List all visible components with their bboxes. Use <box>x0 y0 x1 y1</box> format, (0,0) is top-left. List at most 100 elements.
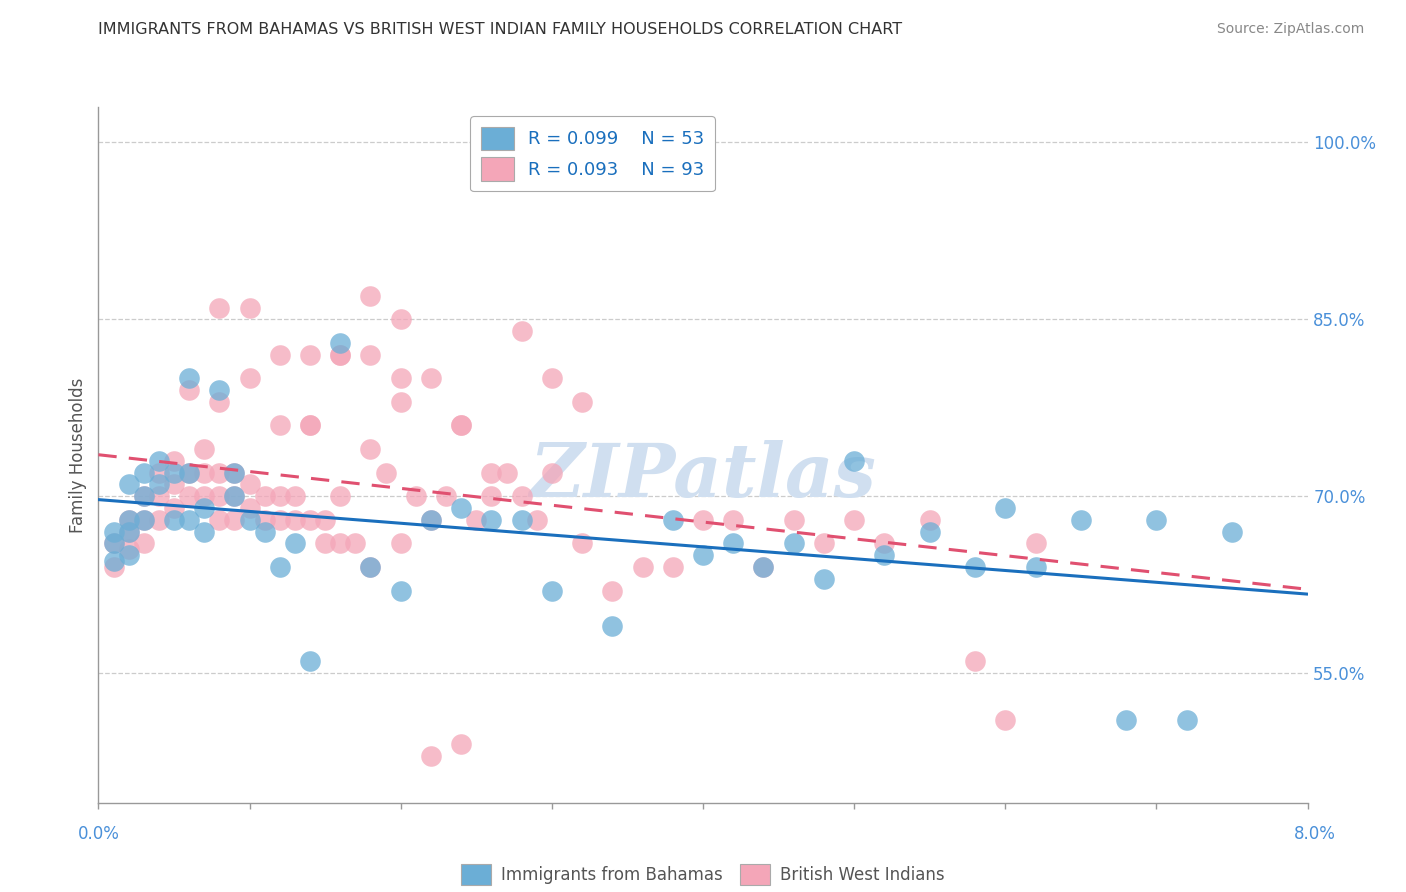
Point <box>239 513 262 527</box>
Point <box>450 418 472 433</box>
Point <box>571 536 593 550</box>
Text: ZIPatlas: ZIPatlas <box>530 440 876 512</box>
Point <box>1115 713 1137 727</box>
Point <box>965 654 987 668</box>
Point <box>360 560 382 574</box>
Point <box>662 513 685 527</box>
Legend: Immigrants from Bahamas, British West Indians: Immigrants from Bahamas, British West In… <box>454 857 952 892</box>
Point <box>329 348 352 362</box>
Point <box>405 489 427 503</box>
Point <box>193 442 215 456</box>
Point <box>132 489 155 503</box>
Point <box>329 335 352 350</box>
Point <box>224 489 246 503</box>
Point <box>253 513 276 527</box>
Point <box>918 524 941 539</box>
Point <box>163 466 186 480</box>
Point <box>193 466 215 480</box>
Point <box>526 513 548 527</box>
Point <box>329 348 352 362</box>
Point <box>360 289 382 303</box>
Point <box>118 513 141 527</box>
Point <box>103 536 125 550</box>
Point <box>118 513 141 527</box>
Point <box>269 513 291 527</box>
Point <box>752 560 775 574</box>
Point <box>148 466 170 480</box>
Point <box>374 466 396 480</box>
Point <box>420 748 443 763</box>
Point <box>1025 536 1047 550</box>
Point <box>662 560 685 574</box>
Y-axis label: Family Households: Family Households <box>69 377 87 533</box>
Point <box>208 301 231 315</box>
Point <box>299 348 322 362</box>
Point <box>692 548 714 562</box>
Point <box>495 466 517 480</box>
Point <box>224 466 246 480</box>
Point <box>389 536 412 550</box>
Point <box>314 513 336 527</box>
Point <box>481 466 503 480</box>
Point <box>1070 513 1092 527</box>
Point <box>284 489 307 503</box>
Point <box>103 560 125 574</box>
Point <box>269 348 291 362</box>
Point <box>269 418 291 433</box>
Point <box>571 395 593 409</box>
Point <box>389 371 412 385</box>
Point <box>389 583 412 598</box>
Point <box>118 542 141 557</box>
Point <box>873 548 896 562</box>
Point <box>813 572 835 586</box>
Point <box>179 371 201 385</box>
Point <box>163 477 186 491</box>
Point <box>450 737 472 751</box>
Point <box>239 371 262 385</box>
Point <box>239 500 262 515</box>
Point <box>132 536 155 550</box>
Point <box>873 536 896 550</box>
Point <box>179 466 201 480</box>
Point <box>1146 513 1168 527</box>
Point <box>1025 560 1047 574</box>
Point <box>389 312 412 326</box>
Point <box>602 619 624 633</box>
Point <box>450 418 472 433</box>
Point <box>994 713 1017 727</box>
Point <box>163 513 186 527</box>
Point <box>420 513 443 527</box>
Text: 8.0%: 8.0% <box>1294 825 1336 843</box>
Point <box>329 489 352 503</box>
Point <box>224 489 246 503</box>
Point <box>465 513 488 527</box>
Point <box>299 418 322 433</box>
Point <box>360 442 382 456</box>
Point <box>208 489 231 503</box>
Point <box>148 489 170 503</box>
Point <box>132 466 155 480</box>
Point <box>1220 524 1243 539</box>
Point <box>314 536 336 550</box>
Point <box>389 395 412 409</box>
Text: 0.0%: 0.0% <box>77 825 120 843</box>
Point <box>783 536 806 550</box>
Point <box>132 489 155 503</box>
Point <box>284 513 307 527</box>
Point <box>118 477 141 491</box>
Point <box>541 371 564 385</box>
Point <box>420 371 443 385</box>
Point <box>179 489 201 503</box>
Point <box>813 536 835 550</box>
Point <box>284 536 307 550</box>
Point <box>163 454 186 468</box>
Point <box>163 500 186 515</box>
Point <box>602 583 624 598</box>
Point <box>510 324 533 338</box>
Point <box>253 489 276 503</box>
Point <box>723 536 745 550</box>
Point <box>193 500 215 515</box>
Point <box>224 466 246 480</box>
Point <box>224 513 246 527</box>
Point <box>541 466 564 480</box>
